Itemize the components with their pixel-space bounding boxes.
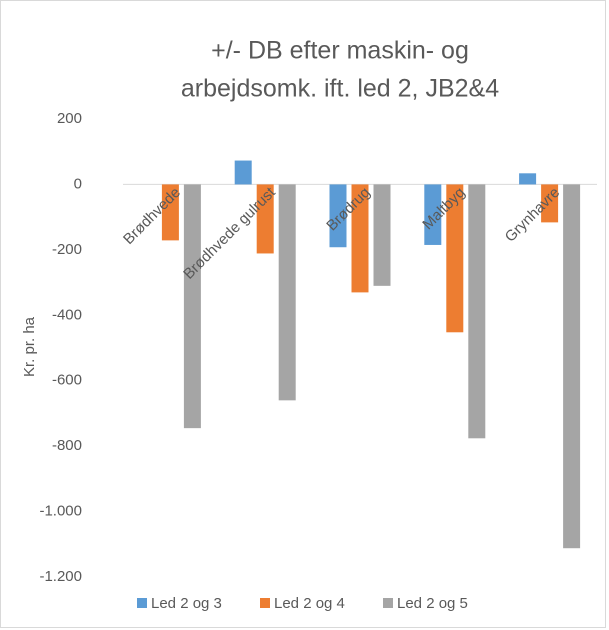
bar bbox=[278, 184, 296, 401]
y-tick-label: -200 bbox=[52, 241, 82, 258]
y-tick-label: -800 bbox=[52, 437, 82, 454]
bar bbox=[563, 184, 581, 549]
bar bbox=[256, 184, 274, 254]
y-axis-label: Kr. pr. ha bbox=[21, 316, 38, 377]
bar bbox=[541, 184, 559, 223]
legend-label: Led 2 og 3 bbox=[151, 595, 222, 612]
y-tick-label: 0 bbox=[74, 175, 82, 192]
y-tick-label: -1.000 bbox=[39, 503, 82, 520]
legend-swatch bbox=[137, 598, 147, 608]
legend-label: Led 2 og 4 bbox=[274, 595, 345, 612]
bar bbox=[234, 160, 252, 185]
y-tick-label: -600 bbox=[52, 372, 82, 389]
legend-label: Led 2 og 5 bbox=[397, 595, 468, 612]
chart-title: +/- DB efter maskin- og bbox=[211, 37, 469, 65]
bar bbox=[161, 184, 179, 241]
chart-title: arbejdsomk. ift. led 2, JB2&4 bbox=[181, 75, 499, 103]
y-tick-label: -1.200 bbox=[39, 568, 82, 585]
bar bbox=[329, 184, 347, 248]
bar bbox=[446, 184, 464, 333]
bar bbox=[468, 184, 486, 439]
legend-swatch bbox=[260, 598, 270, 608]
y-tick-label: -400 bbox=[52, 306, 82, 323]
bar bbox=[351, 184, 369, 293]
y-tick-label: 200 bbox=[57, 110, 82, 127]
legend-swatch bbox=[383, 598, 393, 608]
bar bbox=[373, 184, 391, 286]
bar bbox=[183, 184, 201, 429]
bar bbox=[519, 173, 537, 185]
bar bbox=[424, 184, 442, 245]
